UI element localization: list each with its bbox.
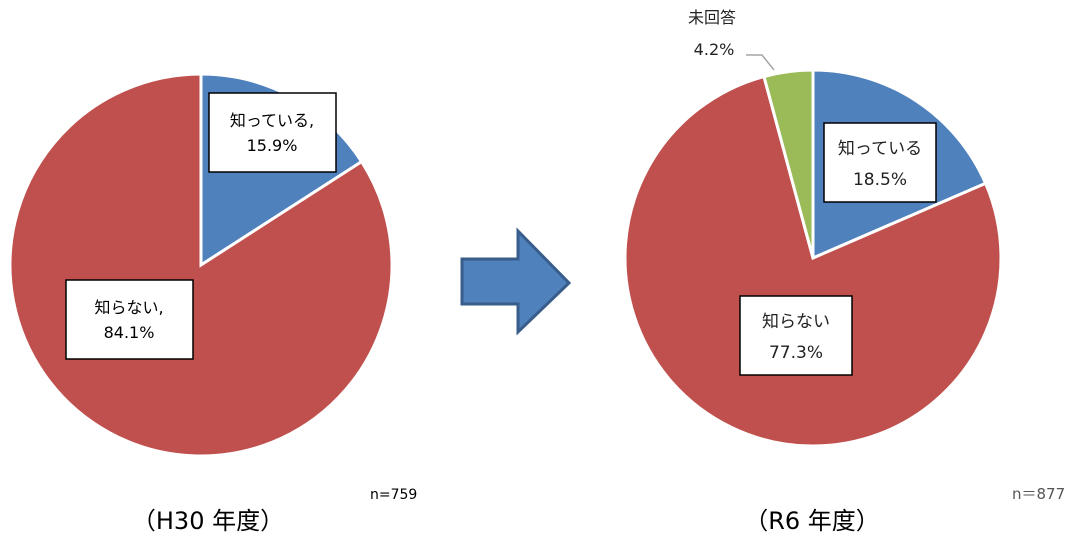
sample-size-r6: n＝877 [1012,485,1065,503]
pie-chart-r6: 知っている 18.5% 知らない 77.3% 未回答 4.2% n＝877 （R… [623,8,1065,535]
data-label-box-h30-unknown [65,279,194,360]
pie-slice-r6-no-answer [762,68,815,259]
arrow-right-icon [460,227,572,336]
sample-size-h30: n=759 [370,487,417,503]
pie-chart-h30: 知っている, 15.9% 知らない, 84.1% n=759 （H30 年度） [8,72,417,535]
data-label-value-r6-no-answer: 4.2% [694,40,735,59]
pie-slice-h30-unknown [8,72,394,458]
period-label-r6: （R6 年度） [744,507,880,535]
data-label-value-h30-unknown: 84.1% [104,323,155,342]
period-label-h30: （H30 年度） [132,507,284,535]
data-label-value-h30-known: 15.9% [247,136,298,155]
data-label-name-r6-no-answer: 未回答 [688,8,736,27]
data-label-value-r6-unknown: 77.3% [769,343,823,363]
data-label-name-h30-unknown: 知らない, [94,298,163,317]
data-label-name-r6-unknown: 知らない [762,312,830,332]
data-label-name-h30-known: 知っている, [230,111,314,130]
data-label-name-r6-known: 知っている [838,139,922,159]
data-label-value-r6-known: 18.5% [853,170,907,190]
data-label-box-r6-known [823,122,937,203]
data-label-box-r6-unknown [739,295,853,376]
leader-line-r6-no-answer [746,54,775,71]
data-label-box-h30-known [208,92,337,173]
pie-slice-r6-unknown [623,74,1003,448]
